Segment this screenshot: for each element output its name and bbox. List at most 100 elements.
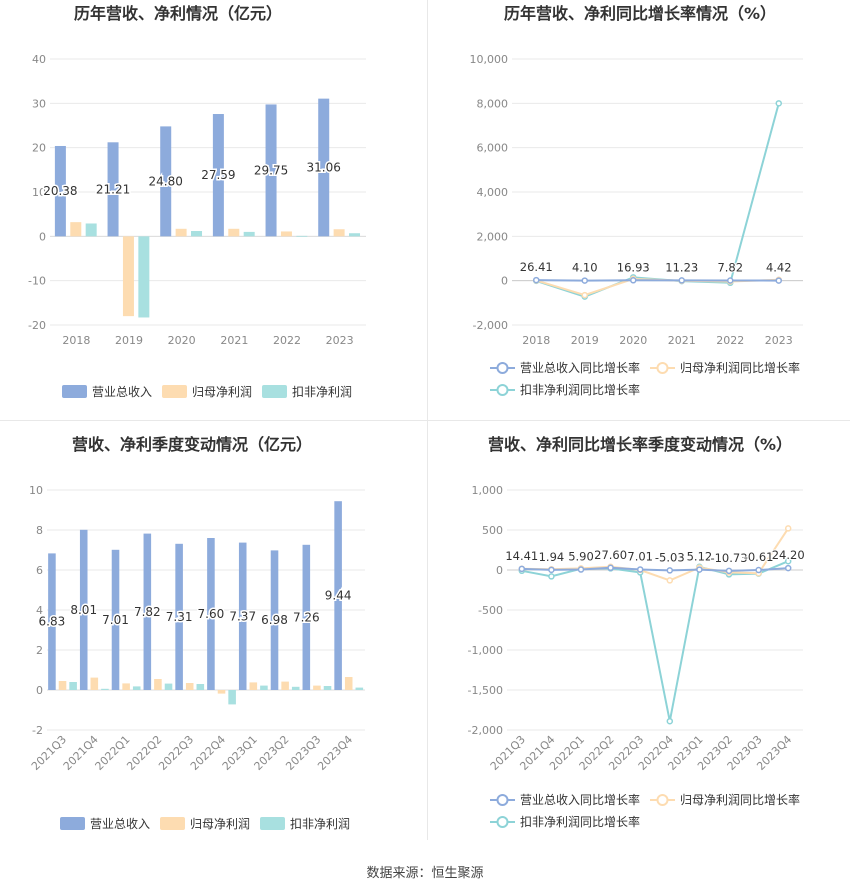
data-point [630,277,637,284]
bar-deducted-profit [196,684,205,690]
series-line [521,560,789,722]
bar-revenue [79,529,88,690]
y-tick-label: 0 [496,564,503,577]
bar-net-profit [333,229,345,237]
bar-deducted-profit [349,233,361,237]
bar-deducted-profit [164,683,173,690]
y-tick-label: -2 [32,724,43,737]
data-label: 6.83 [39,615,66,629]
y-tick-label: 2,000 [477,230,509,243]
data-label: 24.80 [149,174,183,188]
legend-swatch [162,385,187,398]
bar-revenue [238,542,247,690]
data-label: -5.03 [655,550,685,564]
bar-revenue [270,550,279,690]
data-label: 7.60 [198,607,225,621]
bar-net-profit [249,682,258,690]
x-tick-label: 2021 [220,334,248,347]
data-label: 7.82 [134,605,161,619]
data-label: 9.44 [325,589,352,603]
y-tick-label: -2,000 [473,319,508,332]
chart-title: 营收、净利同比增长率季度变动情况（%） [488,435,792,454]
bar-revenue [107,142,119,237]
data-label: 27.59 [201,168,235,182]
data-label: 4.10 [572,261,598,275]
data-point [784,557,792,565]
bar-revenue [302,544,311,690]
legend-marker [656,794,669,806]
data-point [581,291,588,299]
legend-label: 营业总收入同比增长率 [520,792,640,807]
bar-revenue [175,543,183,690]
bar-revenue [207,538,215,690]
data-point [727,277,734,284]
y-tick-label: 6,000 [477,142,509,155]
data-label: 20.38 [43,184,77,198]
bar-deducted-profit [132,686,141,690]
horizontal-divider [0,420,850,421]
data-label: 11.23 [665,260,698,274]
data-label: 7.01 [627,549,653,563]
bar-revenue [143,533,152,690]
series-line [521,566,789,572]
legend-marker [496,816,509,828]
bar-revenue [111,549,120,690]
legend-swatch [62,385,87,398]
y-tick-label: 0 [501,275,508,288]
data-point [518,565,526,573]
data-label: 27.60 [594,548,627,562]
legend-label: 归母净利润同比增长率 [680,360,800,375]
y-tick-label: -1,500 [468,684,503,697]
x-tick-label: 2019 [571,334,599,347]
data-label: 24.20 [772,548,805,562]
data-label: 21.21 [96,182,130,196]
bar-revenue [318,98,330,237]
data-label: 29.75 [254,163,288,177]
y-tick-label: -1,000 [468,644,503,657]
chart-title: 历年营收、净利同比增长率情况（%） [504,4,776,23]
x-tick-label: 2019 [115,334,143,347]
legend-marker [656,362,669,374]
bar-net-profit [154,679,162,690]
legend-marker [496,794,509,806]
data-point [696,566,703,573]
bar-revenue [48,553,56,690]
source-label: 数据来源：恒生聚源 [366,866,484,881]
y-tick-label: 6 [36,564,43,577]
legend-swatch [160,817,185,830]
x-tick-label: 2018 [62,334,90,347]
x-tick-label: 2023 [765,334,793,347]
legend-label: 扣非净利润同比增长率 [520,382,640,397]
data-point [725,567,733,575]
y-tick-label: 8,000 [477,97,509,110]
data-point [577,566,585,573]
data-point [636,566,644,573]
y-tick-label: 8 [36,524,43,537]
bar-net-profit [228,228,240,237]
data-point [784,564,792,572]
data-point [666,717,674,725]
y-tick-label: 1,000 [472,484,504,497]
data-label: 16.93 [617,260,650,274]
y-tick-label: 0 [36,684,43,697]
data-label: 7.82 [717,260,743,274]
bar-net-profit [344,677,353,690]
y-tick-label: 10,000 [470,53,509,66]
bar-revenue [212,114,224,237]
data-label: 31.06 [307,160,341,174]
data-point [666,567,674,574]
data-point [666,577,674,584]
data-point [548,573,555,580]
data-label: 6.98 [261,613,288,627]
data-label: 1.94 [539,550,565,564]
legend-label: 扣非净利润 [290,817,350,831]
y-tick-label: 2 [36,644,43,657]
bar-deducted-profit [296,235,308,237]
bar-net-profit [122,683,130,690]
bar-deducted-profit [85,223,97,237]
bar-net-profit [313,685,321,690]
data-point [581,277,588,284]
data-point [775,100,782,107]
x-tick-label: 2023 [326,334,354,347]
